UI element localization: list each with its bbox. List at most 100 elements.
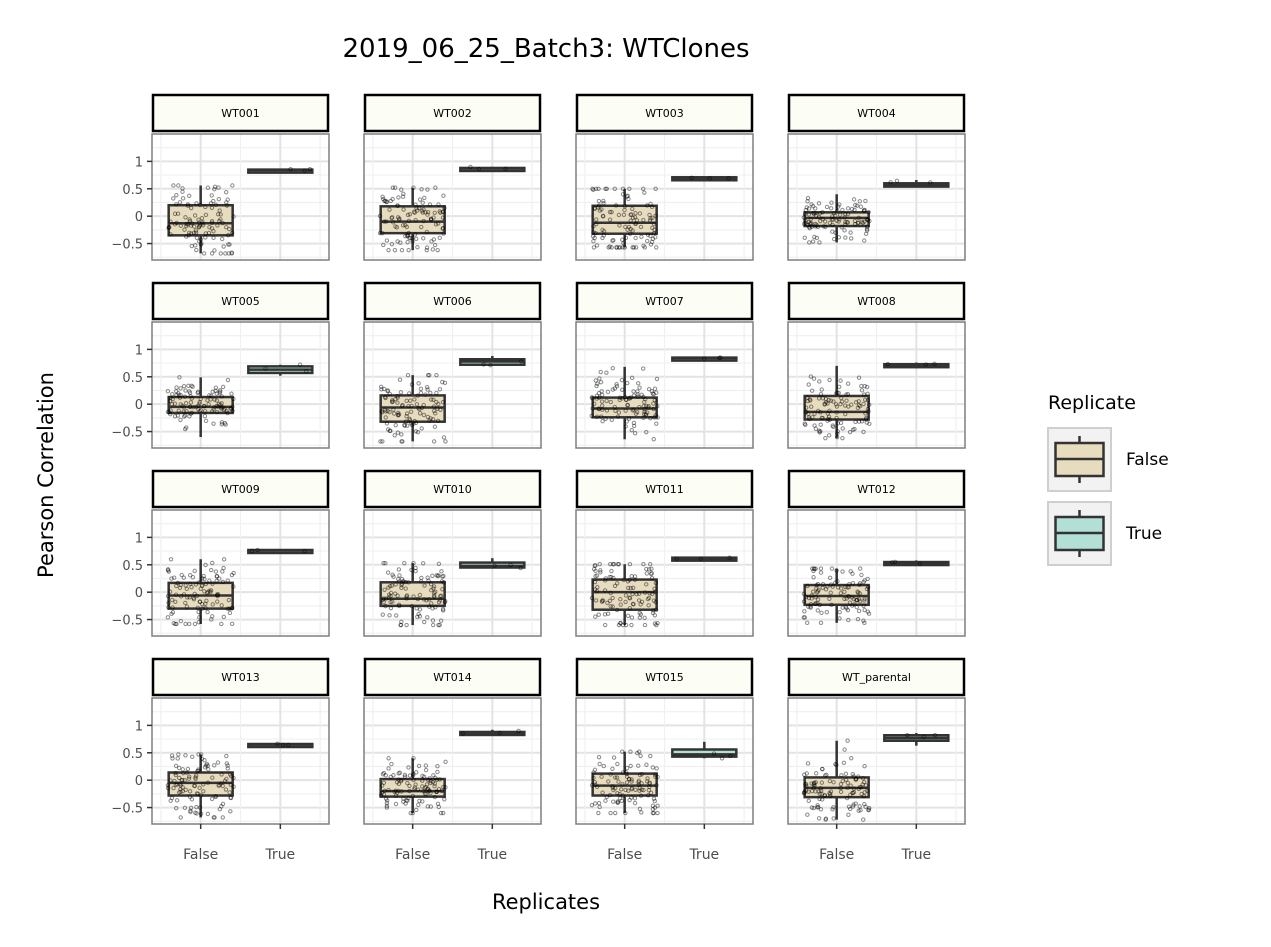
jitter-point <box>846 585 851 590</box>
jitter-point <box>809 596 814 601</box>
jitter-point <box>812 566 817 572</box>
jitter-point <box>228 782 234 787</box>
facet-strip <box>575 281 754 321</box>
jitter-point <box>186 776 192 781</box>
jitter-point <box>432 781 438 786</box>
jitter-point <box>650 236 656 242</box>
jitter-point <box>249 548 255 554</box>
jitter-point <box>388 590 394 596</box>
jitter-point <box>379 409 384 414</box>
jitter-point <box>654 783 659 788</box>
jitter-point <box>397 603 402 609</box>
jitter-point <box>851 786 857 791</box>
jitter-point <box>436 202 441 207</box>
jitter-point <box>623 408 628 413</box>
jitter-point <box>614 384 620 389</box>
jitter-point <box>806 411 811 417</box>
jitter-point <box>820 216 825 222</box>
jitter-point <box>623 424 628 429</box>
jitter-point <box>653 580 659 586</box>
jitter-point <box>858 808 863 813</box>
jitter-point <box>805 583 810 589</box>
jitter-point <box>620 192 626 197</box>
jitter-point <box>174 389 179 394</box>
jitter-point <box>419 208 425 214</box>
jitter-point <box>393 582 398 587</box>
jitter-point <box>198 407 204 413</box>
jitter-point <box>923 362 929 367</box>
jitter-point <box>395 215 401 220</box>
jitter-point <box>399 187 404 192</box>
jitter-point <box>231 214 236 219</box>
jitter-point <box>437 598 443 603</box>
jitter-point <box>842 403 848 408</box>
jitter-point <box>809 220 814 226</box>
jitter-point <box>623 599 628 605</box>
facet-strip <box>363 469 542 509</box>
jitter-point <box>207 588 212 593</box>
jitter-point <box>438 593 443 599</box>
jitter-point <box>590 234 596 239</box>
jitter-point <box>383 796 389 801</box>
jitter-point <box>389 215 394 221</box>
jitter-point <box>184 223 189 229</box>
panel-border <box>363 321 542 449</box>
jitter-point <box>396 781 402 787</box>
jitter-point <box>610 785 615 790</box>
jitter-point <box>638 612 644 617</box>
jitter-point <box>427 788 432 794</box>
jitter-point <box>221 565 226 571</box>
jitter-point <box>168 408 173 413</box>
jitter-point <box>615 800 620 805</box>
jitter-point <box>863 231 869 236</box>
jitter-point <box>611 799 616 804</box>
jitter-point <box>608 810 613 816</box>
jitter-point <box>808 404 814 409</box>
jitter-point <box>406 230 411 236</box>
jitter-point <box>182 778 187 783</box>
jitter-point <box>814 586 819 591</box>
jitter-point <box>815 589 821 594</box>
jitter-point <box>646 403 651 409</box>
jitter-point <box>168 557 174 562</box>
jitter-point <box>231 784 236 789</box>
jitter-point <box>391 411 397 416</box>
jitter-point <box>861 208 867 213</box>
jitter-point <box>828 582 834 587</box>
y-tick-label: 0.5 <box>122 747 143 762</box>
jitter-point <box>220 579 226 585</box>
jitter-point <box>429 588 434 593</box>
jitter-point <box>214 398 220 403</box>
jitter-point <box>387 207 392 212</box>
jitter-point <box>476 166 482 172</box>
jitter-point <box>864 415 869 421</box>
jitter-point <box>633 411 639 416</box>
jitter-point <box>213 202 219 208</box>
jitter-point <box>199 756 205 761</box>
jitter-point <box>651 406 656 412</box>
jitter-point <box>214 574 220 579</box>
jitter-point <box>612 186 618 191</box>
jitter-point <box>193 582 199 587</box>
jitter-point <box>649 571 654 576</box>
jitter-point <box>384 219 389 224</box>
jitter-point <box>821 224 826 229</box>
jitter-point <box>409 603 415 609</box>
jitter-point <box>414 606 419 611</box>
y-tick-label: 0.5 <box>122 183 143 198</box>
jitter-point <box>379 387 384 392</box>
jitter-point <box>197 239 202 244</box>
jitter-point <box>653 607 659 613</box>
legend-label: False <box>1126 450 1169 470</box>
jitter-point <box>381 770 387 776</box>
jitter-point <box>219 401 224 406</box>
jitter-point <box>822 773 828 778</box>
jitter-point <box>921 734 926 740</box>
jitter-point <box>655 404 660 409</box>
jitter-point <box>654 390 659 395</box>
jitter-point <box>630 215 636 221</box>
jitter-point <box>831 816 836 821</box>
y-tick-label: 0 <box>135 398 143 413</box>
jitter-point <box>653 772 658 777</box>
jitter-point <box>804 771 809 776</box>
